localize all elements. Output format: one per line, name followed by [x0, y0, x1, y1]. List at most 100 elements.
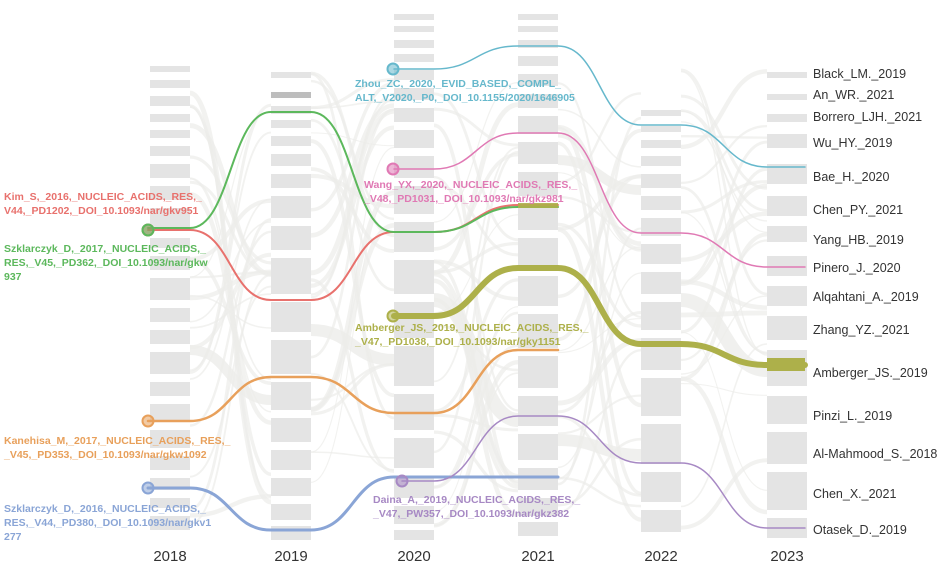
- background-flow: [680, 94, 768, 190]
- source-marker-daina: [395, 474, 409, 488]
- background-flow: [433, 430, 519, 493]
- node-block: [271, 504, 311, 520]
- node-block: [518, 522, 558, 536]
- background-flow: [433, 102, 519, 275]
- paper-label-kanehisa: Kanehisa_M,_2017,_NUCLEIC_ACIDS,_RES,_ _…: [3, 435, 233, 461]
- paper-label-line: V44,_PD1202,_DOI_10.1093/nar/gkv951: [4, 205, 199, 217]
- dest-label: Otasek_D._2019: [813, 523, 907, 537]
- background-flow-band: [310, 324, 395, 366]
- paper-label-line: _V48,_PD1031,_DOI_10.1093/nar/gkz981: [363, 193, 564, 205]
- paper-label-kim: Kim_S,_2016,_NUCLEIC_ACIDS,_RES,_ V44,_P…: [4, 191, 205, 217]
- node-block: [271, 526, 311, 540]
- source-marker-szk2016: [141, 481, 155, 495]
- year-label-2019: 2019: [274, 548, 307, 563]
- year-label-2018: 2018: [153, 548, 186, 563]
- background-flow: [189, 131, 272, 372]
- node-block: [271, 136, 311, 146]
- paper-label-szklarczyk-2016: Szklarczyk_D,_2016,_NUCLEIC_ACIDS,_ RES,…: [4, 503, 214, 543]
- background-flow: [189, 221, 272, 323]
- node-block: [394, 54, 434, 62]
- node-block: [271, 302, 311, 332]
- node-block: [271, 382, 311, 410]
- node-block: [394, 530, 434, 540]
- background-flow: [557, 128, 642, 342]
- source-marker-kanehisa: [141, 414, 155, 428]
- node-block: [641, 174, 681, 188]
- node-block: [271, 72, 311, 78]
- node-block: [271, 478, 311, 496]
- citation-path-zhou: [393, 45, 806, 168]
- citation-path-amberger-terminal: [767, 358, 805, 371]
- node-block: [641, 218, 681, 236]
- node-block: [518, 314, 558, 348]
- background-flow: [680, 310, 768, 318]
- citation-path-szk2016: [146, 475, 560, 532]
- background-flow: [310, 81, 395, 212]
- background-flow: [189, 494, 272, 518]
- node-block: [641, 424, 681, 464]
- node-block: [518, 74, 558, 86]
- node-block: [518, 396, 558, 426]
- paper-label-line: Amberger_JS,_2019,_NUCLEIC_ACIDS,_RES,_: [355, 322, 589, 334]
- node-block: [767, 134, 807, 148]
- node-block: [150, 308, 190, 322]
- dest-label: Chen_X._2021: [813, 487, 896, 501]
- node-block: [641, 244, 681, 264]
- background-flow: [557, 246, 642, 352]
- background-flow: [433, 92, 519, 242]
- node-block: [394, 260, 434, 294]
- dest-label: Yang_HB._2019: [813, 233, 904, 247]
- node-block: [518, 434, 558, 460]
- node-block: [518, 498, 558, 516]
- paper-label-line: Wang_YX,_2020,_NUCLEIC_ACIDS,_RES,_: [364, 179, 577, 191]
- dest-label: Al-Mahmood_S._2018: [813, 447, 937, 461]
- paper-label-line: Kim_S,_2016,_NUCLEIC_ACIDS,_RES,_: [4, 191, 202, 203]
- background-flow: [310, 71, 395, 238]
- node-block: [394, 438, 434, 468]
- background-flow: [433, 306, 519, 512]
- node-block: [150, 498, 190, 508]
- citation-path-merge: [518, 203, 558, 208]
- node-block: [150, 238, 190, 248]
- node-block: [271, 226, 311, 250]
- background-flow: [557, 394, 642, 435]
- node-block: [150, 404, 190, 422]
- background-flow: [557, 227, 642, 480]
- node-block: [767, 396, 807, 424]
- node-block: [767, 286, 807, 306]
- background-flow-band: [189, 345, 272, 405]
- node-block: [394, 222, 434, 252]
- dest-label: Wu_HY._2019: [813, 136, 893, 150]
- year-label-2023: 2023: [770, 548, 803, 563]
- node-block: [518, 116, 558, 134]
- node-block: [150, 352, 190, 374]
- node-block: [394, 70, 434, 80]
- background-flow: [310, 139, 395, 398]
- background-flow: [433, 82, 519, 223]
- node-block: [641, 302, 681, 330]
- node-block: [150, 330, 190, 344]
- dest-label: Amberger_JS._2019: [813, 366, 928, 380]
- node-block: [641, 472, 681, 502]
- node-block: [518, 26, 558, 32]
- background-flow: [680, 69, 768, 150]
- node-block: [271, 106, 311, 114]
- node-block: [271, 154, 311, 166]
- background-flow: [680, 109, 768, 212]
- dest-label: An_WR._2021: [813, 88, 894, 102]
- node-block: [394, 346, 434, 386]
- year-axis: 2018 2019 2020 2021 2022 2023: [153, 548, 803, 563]
- dest-label: Zhang_YZ._2021: [813, 323, 910, 337]
- background-flow: [680, 382, 768, 396]
- source-marker-szk2017: [141, 223, 155, 237]
- background-flow: [557, 476, 642, 508]
- paper-label-line: RES,_V44,_PD380,_DOI_10.1093/nar/gkv1: [4, 517, 211, 529]
- source-marker-zhou: [386, 62, 400, 76]
- node-block: [394, 156, 434, 178]
- paper-label-line: _V47,_PD1038,_DOI_10.1093/nar/gky1151: [354, 336, 561, 348]
- background-flow: [310, 451, 395, 459]
- dest-label: Alqahtani_A._2019: [813, 290, 919, 304]
- paper-label-line: 277: [4, 531, 22, 543]
- year-node-columns: [150, 14, 807, 540]
